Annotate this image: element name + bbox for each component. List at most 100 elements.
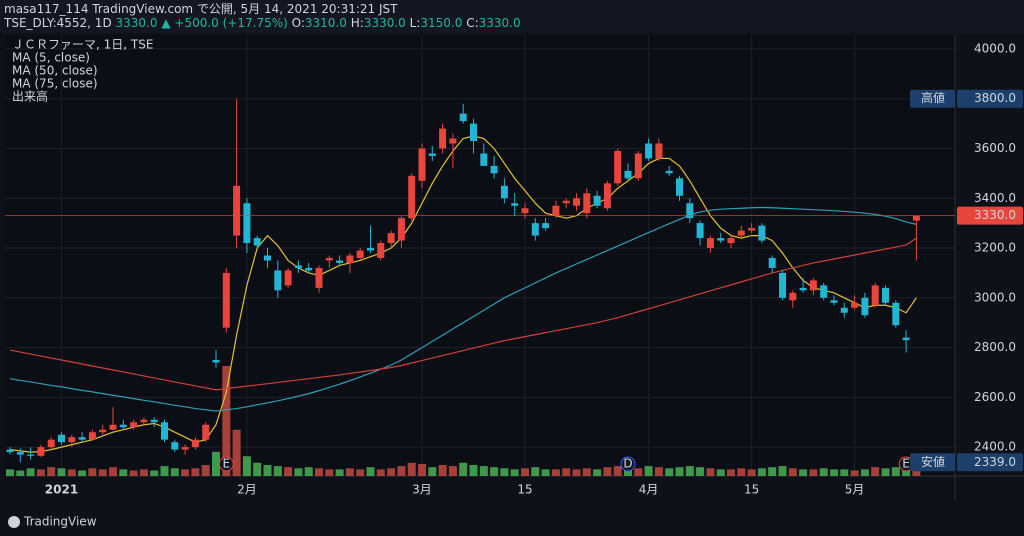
volume-bar (768, 467, 777, 476)
candle-body (356, 250, 364, 258)
candle-body (99, 429, 107, 433)
volume-bar (78, 470, 87, 476)
price-tag-name: 安値 (921, 454, 945, 469)
event-label: E (902, 457, 910, 471)
candle-body (614, 150, 622, 184)
candle-body (367, 248, 374, 251)
candle-body (274, 270, 282, 291)
volume-bar (675, 467, 684, 476)
price-tag (957, 453, 1023, 472)
ohlc-key: C: (466, 16, 479, 30)
volume-bar (562, 468, 571, 476)
volume-bar (397, 466, 406, 476)
candle-body (264, 255, 271, 261)
price-tag-label: 3800.0 (974, 91, 1016, 105)
candle-body (861, 297, 869, 316)
candle-body (531, 223, 539, 236)
volume-bar (304, 467, 313, 476)
volume-bar (284, 467, 293, 476)
volume-bar (407, 462, 416, 476)
volume-bar (819, 468, 828, 476)
candle-body (202, 424, 210, 440)
candle-body (768, 257, 776, 268)
volume-bar (644, 466, 653, 476)
candle-body (912, 215, 920, 221)
candle-body (624, 170, 632, 179)
candle-body (377, 243, 385, 258)
candle-body (336, 260, 344, 263)
x-tick-label: 5月 (845, 483, 865, 497)
candle-body (16, 452, 24, 455)
candle-body (397, 218, 405, 241)
x-tick-label: 3月 (412, 483, 432, 497)
candle-body (37, 447, 45, 456)
candle-body (583, 193, 591, 214)
y-tick-label: 3600.0 (974, 141, 1016, 155)
candle-body (676, 178, 683, 196)
candle-body (27, 454, 35, 456)
candle-body (634, 153, 642, 179)
volume-bar (510, 469, 519, 476)
volume-bar (253, 462, 262, 476)
y-tick-label: 3000.0 (974, 290, 1016, 304)
candle-body (315, 267, 323, 288)
price-tag-name: 高値 (921, 90, 945, 105)
volume-bar (490, 467, 499, 476)
volume-bar (160, 466, 169, 476)
volume-bar (706, 468, 715, 476)
volume-bar (572, 469, 581, 476)
candle-body (655, 143, 663, 159)
candle-body (6, 449, 14, 453)
ma-line (9, 237, 917, 391)
candle-body (191, 439, 199, 448)
volume-bar (222, 366, 231, 476)
candle-body (387, 233, 395, 244)
volume-bar (809, 469, 818, 476)
x-tick-label: 4月 (639, 483, 659, 497)
volume-bar (294, 468, 303, 476)
event-label: D (623, 457, 632, 471)
candle-body (717, 238, 725, 241)
volume-bar (737, 468, 746, 476)
ohlc-value: 3310.0 (304, 16, 347, 30)
candle-body (799, 287, 807, 291)
volume-bar (665, 468, 674, 476)
volume-bar (799, 469, 808, 476)
ohlc-value: 3330.0 (478, 16, 521, 30)
volume-bar (716, 469, 725, 476)
volume-bar (459, 462, 468, 476)
candle-body (779, 272, 786, 298)
candle-body (58, 434, 65, 443)
candle-body (758, 225, 766, 241)
candle-body (346, 255, 354, 263)
volume-bar (242, 456, 251, 476)
volume-bar (6, 469, 14, 476)
ma-line (9, 206, 917, 412)
volume-bar (191, 468, 200, 476)
candle-body (284, 270, 292, 286)
candle-body (109, 424, 117, 430)
volume-bar (727, 469, 735, 476)
header: masa117_114 TradingView.com で公開, 5月 14, … (0, 0, 1024, 33)
y-tick-label: 2800.0 (974, 340, 1016, 354)
volume-bar (47, 467, 56, 476)
candle-body (851, 302, 859, 308)
y-tick-label: 3400.0 (974, 191, 1016, 205)
price-tag-label: 2339.0 (974, 455, 1016, 469)
y-tick-label: 2400.0 (974, 440, 1016, 454)
candle-body (119, 424, 127, 428)
candle-body (892, 302, 900, 326)
volume-bar (448, 466, 457, 476)
candle-body (706, 238, 714, 249)
candle-body (161, 422, 168, 440)
candle-body (480, 153, 488, 166)
volume-bar (696, 467, 705, 476)
volume-bar (871, 467, 880, 476)
candle-body (830, 300, 838, 303)
volume-bar (613, 466, 622, 476)
candle-body (665, 170, 673, 174)
candle-body (573, 198, 580, 206)
volume-bar (603, 467, 612, 476)
candle-body (418, 148, 426, 181)
